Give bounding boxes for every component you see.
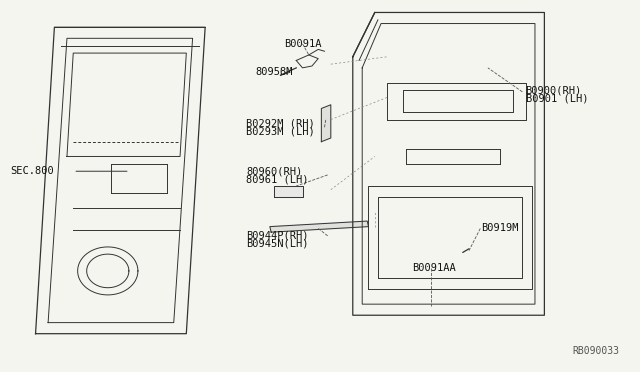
Text: 80961 (LH): 80961 (LH) (246, 174, 308, 185)
Text: B0091AA: B0091AA (412, 263, 456, 273)
Text: SEC.800: SEC.800 (11, 166, 54, 176)
Polygon shape (270, 221, 369, 232)
Polygon shape (275, 186, 303, 197)
Text: 80958M: 80958M (255, 67, 293, 77)
Polygon shape (321, 105, 331, 142)
Text: B0919M: B0919M (481, 224, 519, 234)
Text: B0292M (RH): B0292M (RH) (246, 118, 315, 128)
Text: RB090033: RB090033 (573, 346, 620, 356)
Text: B0945N(LH): B0945N(LH) (246, 239, 308, 249)
Text: B0293M (LH): B0293M (LH) (246, 126, 315, 137)
Text: B0944P(RH): B0944P(RH) (246, 231, 308, 241)
Text: B0091A: B0091A (284, 39, 321, 49)
Text: B0900(RH): B0900(RH) (525, 85, 582, 95)
Text: B0901 (LH): B0901 (LH) (525, 93, 588, 103)
Text: 80960(RH): 80960(RH) (246, 166, 302, 176)
